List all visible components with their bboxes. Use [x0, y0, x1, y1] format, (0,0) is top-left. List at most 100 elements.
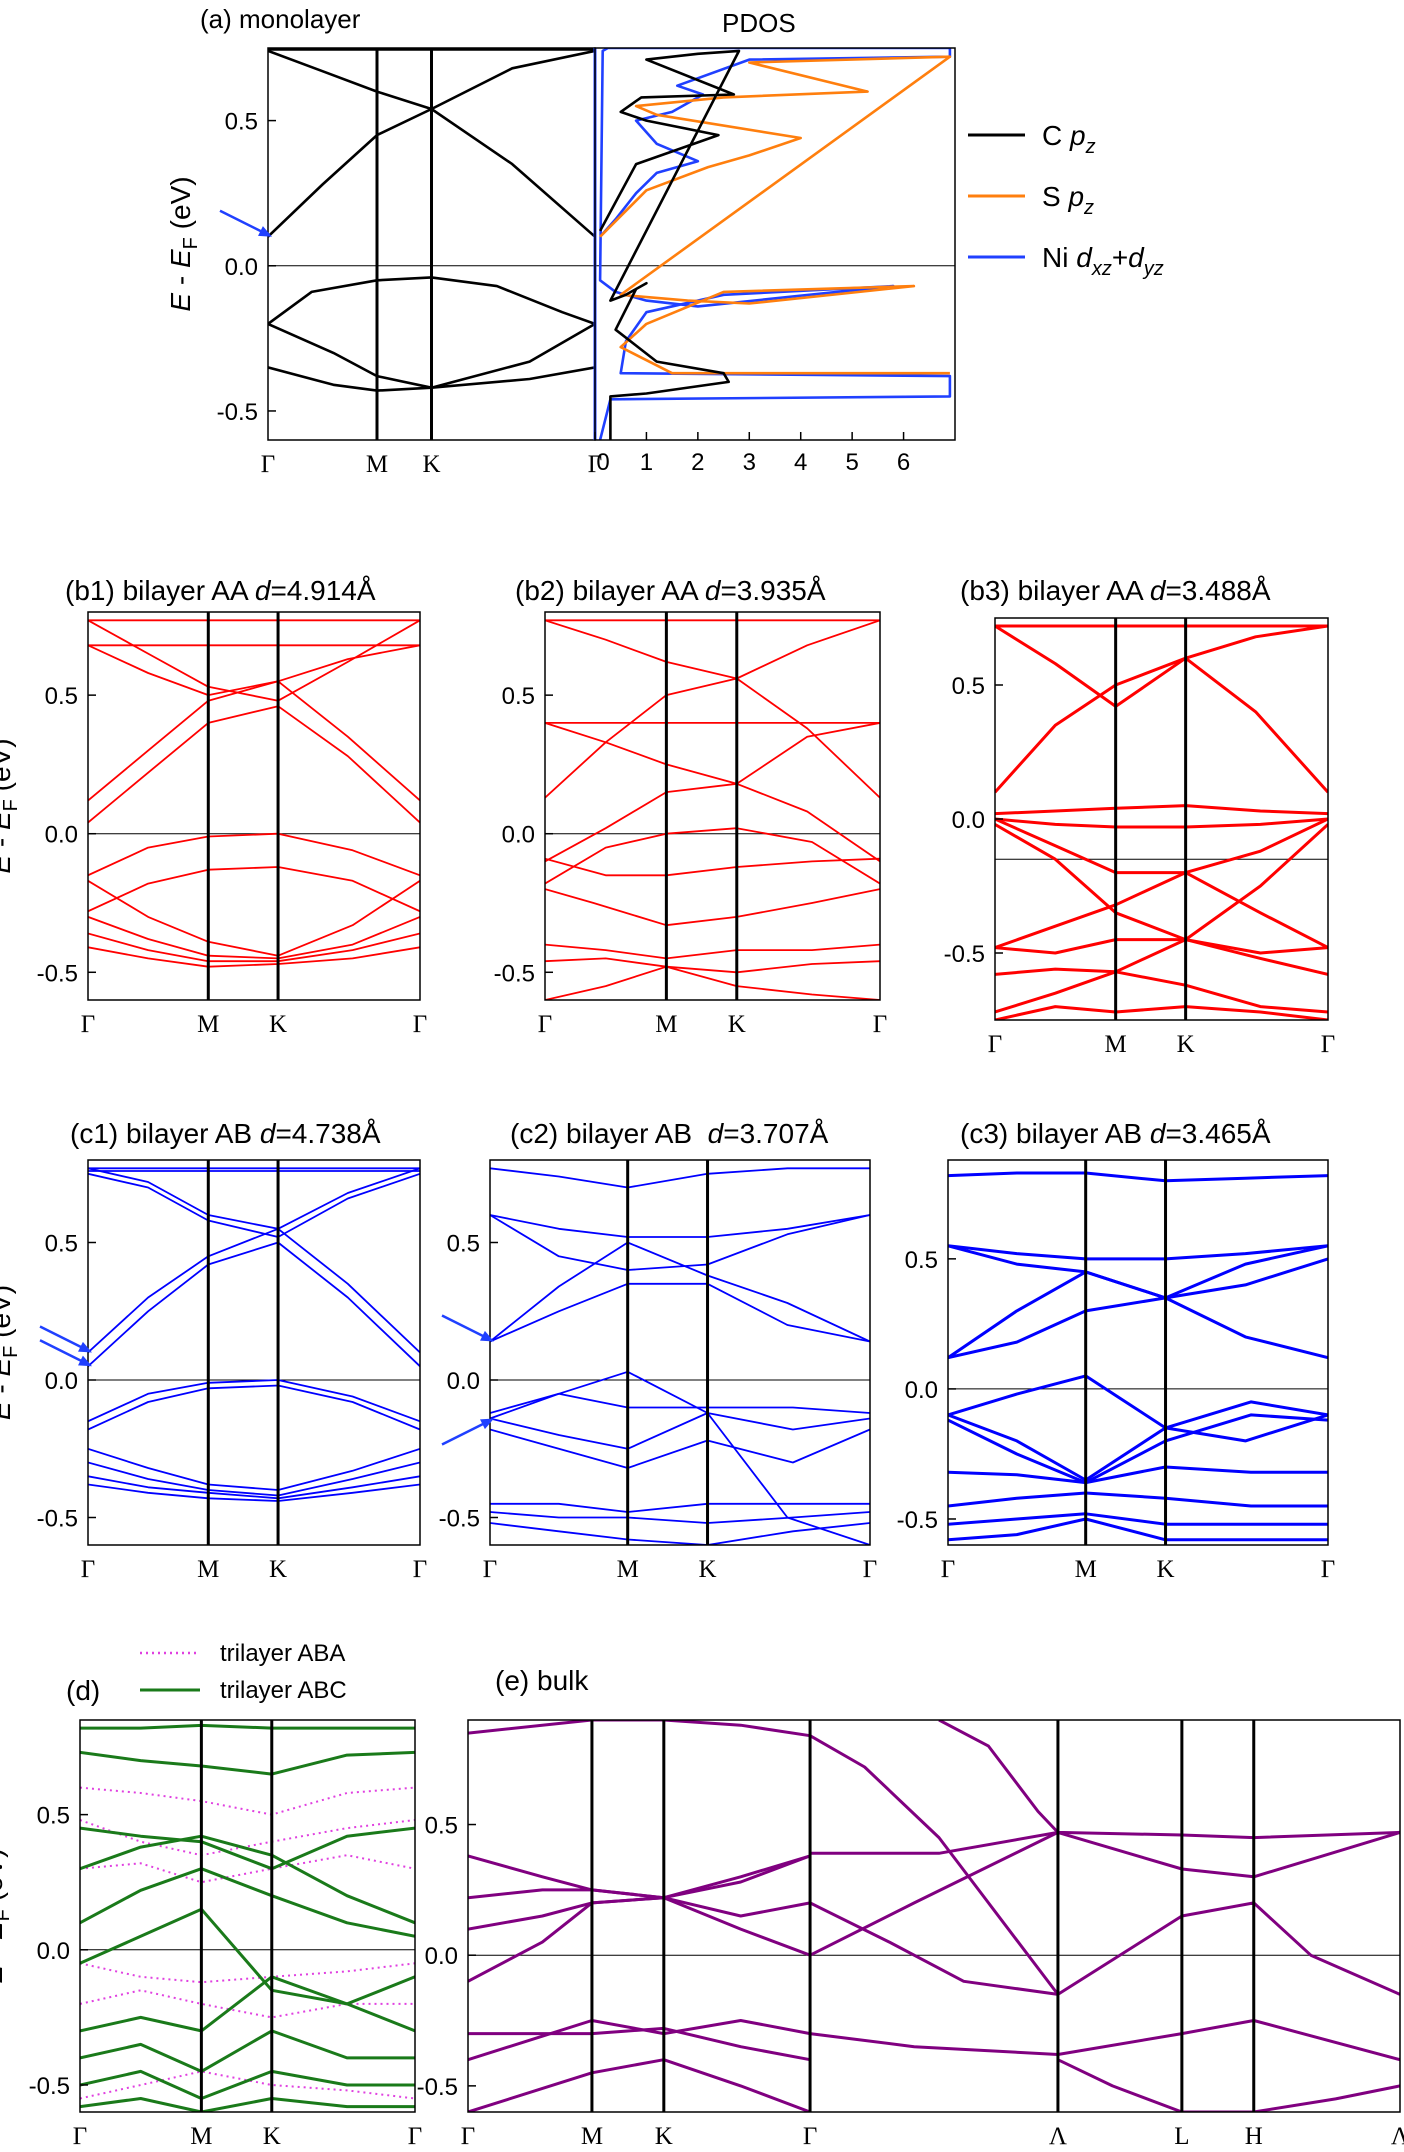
legend-a-c-text: C	[1042, 120, 1070, 151]
xtick-label-e-4: Λ	[1049, 2123, 1067, 2150]
xtick-label-b3-2: K	[1177, 1031, 1195, 1058]
xtick-label-pdos-4: 4	[794, 449, 807, 476]
ytick-label-c3-1: 0.0	[905, 1377, 938, 1404]
band-b3-5	[995, 817, 1328, 829]
xtick-label-d-2: K	[263, 2123, 281, 2150]
band-c3-5	[948, 1257, 1328, 1360]
band-b2-11	[545, 957, 880, 974]
xtick-label-b1-2: K	[269, 1011, 287, 1038]
ylabel-d-sub: F	[0, 1909, 14, 1921]
ytick-label-b1-2: -0.5	[37, 960, 78, 987]
title-b1-pre: (b1) bilayer AA	[65, 575, 255, 606]
band-b1-6	[88, 705, 420, 824]
band-d-4	[80, 1962, 415, 1984]
legend-a-c-sub: z	[1085, 136, 1096, 158]
band-e-10	[809, 1831, 1059, 1957]
bands-d	[80, 1723, 415, 2112]
ylabel-d-e2: E	[0, 1921, 8, 1940]
ytick-label-b1-0: 0.5	[45, 683, 78, 710]
arrow-c2-1	[441, 1418, 494, 1446]
legend-a-ni-plus: +	[1112, 242, 1128, 273]
pdos-curve-1	[598, 48, 952, 440]
band-c2-3	[490, 1214, 870, 1271]
band-c3-1	[948, 1171, 1328, 1183]
legend-d: trilayer ABA trilayer ABC	[140, 1640, 347, 1704]
band-c2-4	[490, 1241, 870, 1343]
xtick-label-b1-0: Γ	[81, 1011, 95, 1038]
title-c1-pre: (c1) bilayer AB	[70, 1118, 260, 1149]
band-e-6	[468, 1888, 811, 1918]
ylabel-a-sub: F	[180, 237, 202, 249]
ytick-label-c2-1: 0.0	[447, 1368, 480, 1395]
ylabel-a-dash: -	[165, 268, 196, 293]
title-c2-d: d	[708, 1118, 725, 1149]
frame-b1	[87, 611, 421, 1001]
band-b2-9	[545, 888, 880, 927]
xtick-label-d-1: M	[190, 2123, 212, 2150]
band-e-2	[810, 1830, 1059, 1855]
ylabel-c1-unit: (eV)	[0, 1285, 16, 1346]
band-b3-11	[995, 970, 1328, 1014]
ytick-label-e-1: 0.0	[425, 1943, 458, 1970]
band-d-2	[80, 1819, 415, 1857]
band-c1-8	[88, 1384, 420, 1431]
legend-a-label-c: C pz	[1042, 120, 1096, 158]
band-c1-12	[88, 1483, 420, 1502]
band-b3-3	[995, 656, 1328, 794]
band-c1-6	[88, 1241, 420, 1367]
ylabel-c1-e1: E	[0, 1401, 16, 1420]
band-d-14	[80, 2029, 415, 2073]
ytick-label-b2-2: -0.5	[494, 960, 535, 987]
xtick-label-a-1: M	[366, 451, 388, 478]
title-b2-post: =3.935Å	[720, 575, 825, 606]
band-a-1	[268, 49, 595, 111]
xtick-label-c2-0: Γ	[483, 1556, 497, 1583]
band-b3-10	[995, 938, 1328, 976]
xtick-label-a-3: Γ	[588, 451, 602, 478]
xtick-label-b3-1: M	[1105, 1031, 1127, 1058]
band-b2-4	[545, 677, 880, 799]
ytick-label-c2-0: 0.5	[447, 1231, 480, 1258]
bands-c2	[490, 1167, 870, 1545]
band-c1-9	[88, 1447, 420, 1491]
band-c3-9	[948, 1465, 1328, 1485]
title-e: (e) bulk	[495, 1665, 589, 1696]
band-b1-4	[88, 644, 420, 696]
band-d-10	[80, 1834, 415, 1925]
band-b3-7	[995, 817, 1328, 875]
band-c2-9	[490, 1428, 870, 1469]
band-b1-8	[88, 866, 420, 913]
title-b2: (b2) bilayer AA d=3.935Å	[515, 575, 826, 606]
panel-b3: 0.5 0.0 -0.5 Γ M K Γ	[944, 617, 1335, 1058]
xtick-label-c3-0: Γ	[941, 1556, 955, 1583]
title-c3-d: d	[1150, 1118, 1167, 1149]
band-b2-3	[545, 619, 880, 680]
xtick-label-e-3: Γ	[803, 2123, 817, 2150]
ytick-label-a-0: 0.5	[225, 109, 258, 136]
band-c2-11	[490, 1511, 870, 1524]
legend-a-ni-text: Ni	[1042, 242, 1076, 273]
band-d-1	[80, 1786, 415, 1816]
band-c1-5	[88, 1227, 420, 1354]
xtick-label-b1-3: Γ	[413, 1011, 427, 1038]
frame-pdos	[594, 47, 956, 441]
pdos-curves	[598, 48, 952, 440]
band-d-13	[80, 1975, 415, 2033]
ylabel-b1-unit: (eV)	[0, 738, 16, 799]
xtick-label-a-0: Γ	[261, 451, 275, 478]
frame-c3	[947, 1159, 1329, 1546]
xtick-label-pdos-0: 0	[596, 449, 609, 476]
band-a-5	[268, 322, 595, 390]
legend-a: C pz S pz Ni dxz+dyz	[968, 120, 1164, 280]
title-b1-post: =4.914Å	[270, 575, 375, 606]
band-c1-4	[88, 1172, 420, 1238]
band-c3-2	[948, 1244, 1328, 1261]
ytick-label-b3-0: 0.5	[952, 673, 985, 700]
band-b1-5	[88, 680, 420, 802]
ylabel-c1-e2: E	[0, 1358, 16, 1377]
xtick-label-c1-2: K	[269, 1556, 287, 1583]
arrow-a-0	[219, 209, 272, 237]
title-c3-post: =3.465Å	[1165, 1118, 1270, 1149]
band-c1-3	[88, 1167, 420, 1230]
